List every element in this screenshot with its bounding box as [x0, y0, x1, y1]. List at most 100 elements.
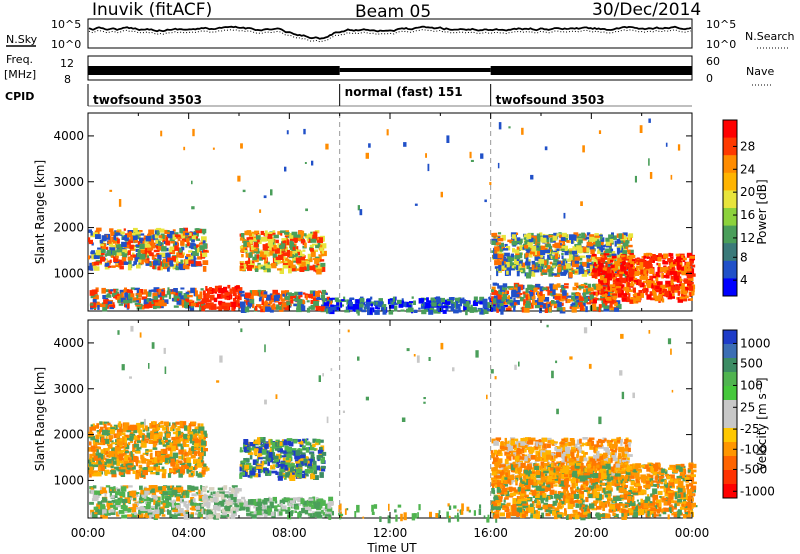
data-cell: [638, 290, 643, 296]
data-cell: [630, 264, 634, 268]
data-cell: [298, 256, 303, 259]
data-cell: [191, 493, 197, 497]
data-cell: [510, 255, 515, 262]
data-cell: [174, 234, 181, 237]
data-cell: [572, 286, 578, 291]
data-cell: [175, 266, 180, 271]
data-cell: [591, 253, 597, 257]
data-cell: [531, 295, 536, 299]
data-cell: [571, 307, 577, 313]
data-cell: [562, 290, 567, 296]
data-cell: [96, 227, 102, 232]
data-cell: [636, 265, 639, 271]
data-cell: [190, 497, 195, 500]
data-cell: [579, 255, 586, 258]
data-cell: [637, 260, 641, 265]
data-cell: [271, 441, 276, 448]
data-cell: [153, 466, 157, 470]
data-cell: [494, 251, 498, 256]
data-cell: [537, 251, 541, 257]
data-cell: [279, 471, 283, 476]
nsearch-trace: [88, 29, 692, 43]
data-cell: [286, 497, 291, 502]
data-cell: [90, 251, 95, 255]
data-cell: [169, 427, 173, 432]
data-cell: [179, 498, 182, 504]
data-cell: [111, 265, 116, 268]
data-cell: [620, 254, 626, 258]
data-cell: [284, 295, 289, 300]
data-cell: [128, 259, 132, 265]
data-cell: [198, 502, 204, 509]
data-cell: [321, 289, 326, 295]
data-cell: [105, 436, 108, 439]
data-cell: [678, 279, 683, 282]
data-cell: [100, 466, 105, 472]
data-cell: [244, 464, 249, 469]
data-cell: [180, 511, 184, 517]
data-cell: [245, 442, 249, 445]
data-cell: [600, 259, 605, 263]
data-cell: [600, 252, 607, 255]
colorbar-swatch: [723, 260, 737, 279]
data-cell: [474, 302, 478, 307]
data-cell: [202, 252, 208, 258]
data-cell: [377, 301, 384, 305]
data-cell: [106, 432, 111, 436]
data-cell: [284, 257, 288, 261]
data-cell: [320, 259, 325, 262]
data-cell: [118, 259, 124, 265]
data-cell: [317, 258, 322, 262]
data-cell: [158, 240, 161, 245]
data-cell: [666, 269, 670, 276]
data-cell: [298, 456, 303, 461]
data-cell: [298, 295, 301, 300]
data-cell: [169, 442, 173, 448]
data-cell: [209, 302, 214, 306]
data-cell: [116, 292, 119, 296]
data-cell: [552, 289, 556, 295]
data-cell: [198, 434, 204, 440]
data-cell: [110, 255, 114, 258]
data-cell: [556, 307, 563, 311]
data-cell: [299, 442, 304, 448]
data-cell: [145, 291, 148, 297]
data-cell: [541, 237, 547, 243]
data-cell: [292, 246, 296, 251]
data-cell: [370, 303, 373, 307]
data-cell: [535, 283, 541, 288]
data-cell: [270, 452, 276, 458]
data-cell: [139, 230, 143, 233]
data-cell: [261, 437, 266, 442]
data-cell: [198, 426, 205, 431]
data-cell: [256, 235, 261, 240]
data-cell: [153, 260, 159, 266]
data-cell: [121, 292, 124, 298]
data-cell: [165, 501, 171, 507]
data-cell: [174, 291, 180, 296]
data-cell: [96, 495, 99, 500]
data-cell: [135, 494, 139, 497]
cpid-segment-label-3: twofsound 3503: [496, 93, 605, 107]
data-cell: [470, 304, 473, 310]
data-cell: [283, 256, 286, 260]
data-cell: [116, 466, 119, 471]
data-cell: [278, 301, 283, 306]
data-cell: [510, 253, 514, 258]
data-cell: [178, 449, 184, 455]
data-cell: [511, 240, 518, 246]
data-cell: [113, 433, 118, 439]
data-cell: [228, 487, 231, 491]
data-cell: [144, 496, 147, 499]
data-cell: [427, 163, 430, 172]
data-cell: [307, 238, 312, 243]
nsky-panel: N.Sky 10^5 10^0 10^5 10^0 N.Search: [6, 18, 795, 51]
data-cell: [177, 236, 181, 242]
data-cell: [643, 288, 649, 293]
data-cell: [502, 294, 507, 300]
data-cell: [256, 466, 262, 469]
data-cell: [508, 260, 513, 266]
data-cell: [574, 256, 580, 261]
data-cell: [591, 269, 597, 273]
data-cell: [514, 266, 517, 270]
